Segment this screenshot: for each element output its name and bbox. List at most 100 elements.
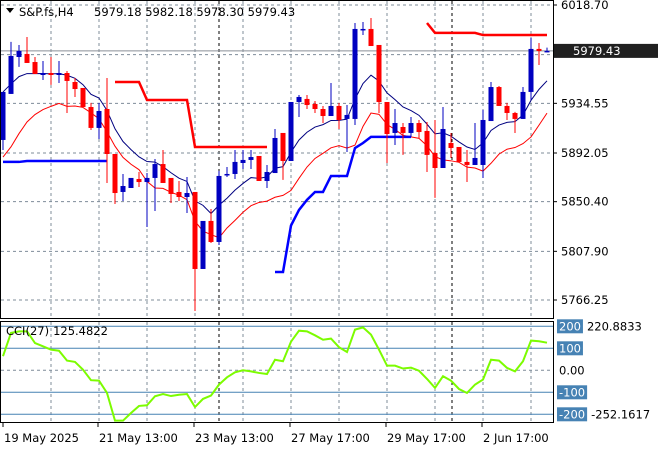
- candle[interactable]: [520, 87, 526, 119]
- candle[interactable]: [152, 159, 158, 212]
- cci-max-label: 220.8833: [587, 319, 642, 333]
- candle-body: [392, 123, 398, 133]
- candle[interactable]: [376, 44, 382, 113]
- candle[interactable]: [528, 37, 534, 101]
- y-tick-label: 5807.90: [561, 244, 609, 258]
- candle[interactable]: [288, 101, 294, 162]
- candle[interactable]: [256, 155, 262, 181]
- candle[interactable]: [24, 37, 30, 63]
- candle-body: [336, 105, 342, 120]
- price-panel[interactable]: [0, 17, 550, 312]
- candle[interactable]: [504, 102, 510, 120]
- candle[interactable]: [416, 119, 422, 138]
- candle[interactable]: [328, 82, 334, 117]
- candle-body: [208, 220, 214, 242]
- candle[interactable]: [144, 173, 150, 228]
- candle-body: [88, 107, 94, 128]
- candle[interactable]: [448, 132, 454, 158]
- candle[interactable]: [192, 191, 198, 312]
- candle[interactable]: [184, 177, 190, 214]
- cci-panel[interactable]: [1, 325, 553, 422]
- candle[interactable]: [224, 166, 230, 178]
- candle[interactable]: [232, 150, 238, 179]
- candle[interactable]: [464, 150, 470, 183]
- candle-body: [160, 164, 166, 183]
- candle[interactable]: [96, 102, 102, 140]
- candle[interactable]: [320, 105, 326, 124]
- candle[interactable]: [360, 21, 366, 36]
- symbol-label: S&P.fs,H4: [19, 5, 74, 19]
- candle-body: [224, 173, 230, 176]
- candle[interactable]: [400, 123, 406, 155]
- candle-body: [16, 50, 22, 58]
- candle[interactable]: [280, 132, 286, 180]
- candle[interactable]: [48, 57, 54, 85]
- candle[interactable]: [248, 150, 254, 169]
- candle[interactable]: [56, 60, 62, 83]
- candle[interactable]: [496, 85, 502, 106]
- candle[interactable]: [32, 57, 38, 74]
- candle[interactable]: [432, 119, 438, 198]
- candle[interactable]: [336, 102, 342, 129]
- candle[interactable]: [392, 109, 398, 145]
- candle[interactable]: [112, 153, 118, 205]
- triangle-down-icon[interactable]: [6, 8, 14, 13]
- candle[interactable]: [88, 102, 94, 131]
- cci-level-label: 0.00: [559, 363, 585, 377]
- candle-body: [328, 105, 334, 117]
- candle-body: [96, 110, 102, 128]
- candle[interactable]: [40, 60, 46, 81]
- candle[interactable]: [512, 111, 518, 133]
- candle-body: [408, 123, 414, 133]
- candle[interactable]: [440, 107, 446, 169]
- candle[interactable]: [264, 164, 270, 188]
- candle[interactable]: [544, 47, 550, 53]
- candle-body: [72, 82, 78, 90]
- candle[interactable]: [104, 78, 110, 183]
- candle-body: [40, 73, 46, 75]
- candle[interactable]: [456, 146, 462, 162]
- candle-body: [504, 105, 510, 113]
- candle[interactable]: [136, 171, 142, 187]
- cci-level-badge: [557, 319, 583, 334]
- candle-body: [24, 53, 30, 63]
- candle[interactable]: [128, 177, 134, 188]
- cci-level-badge: [557, 385, 588, 400]
- candle-body: [320, 109, 326, 117]
- candle[interactable]: [120, 173, 126, 201]
- candle[interactable]: [200, 220, 206, 269]
- candle[interactable]: [536, 42, 542, 65]
- candle-body: [152, 164, 158, 178]
- candle[interactable]: [8, 41, 14, 94]
- candle[interactable]: [80, 87, 86, 108]
- candle[interactable]: [472, 123, 478, 165]
- candle[interactable]: [0, 91, 6, 151]
- candle[interactable]: [216, 170, 222, 246]
- candle[interactable]: [208, 209, 214, 244]
- candle-body: [448, 143, 454, 149]
- candle-body: [384, 101, 390, 135]
- candle[interactable]: [480, 109, 486, 178]
- candle[interactable]: [384, 101, 390, 163]
- candle[interactable]: [240, 150, 246, 169]
- candle[interactable]: [296, 94, 302, 117]
- candle[interactable]: [344, 105, 350, 153]
- candle[interactable]: [368, 17, 374, 47]
- candle[interactable]: [304, 94, 310, 110]
- candle[interactable]: [312, 100, 318, 113]
- candle[interactable]: [488, 82, 494, 122]
- x-tick-label: 23 May 13:00: [195, 431, 274, 445]
- candle-body: [0, 91, 6, 140]
- candle[interactable]: [168, 177, 174, 203]
- candle[interactable]: [176, 180, 182, 201]
- candle[interactable]: [272, 128, 278, 174]
- candle[interactable]: [160, 150, 166, 183]
- candle[interactable]: [72, 78, 78, 97]
- cci-level-label: -100: [559, 385, 585, 399]
- candle[interactable]: [16, 44, 22, 67]
- candle[interactable]: [408, 116, 414, 137]
- candle[interactable]: [424, 121, 430, 172]
- candle[interactable]: [352, 22, 358, 126]
- candle[interactable]: [64, 71, 70, 113]
